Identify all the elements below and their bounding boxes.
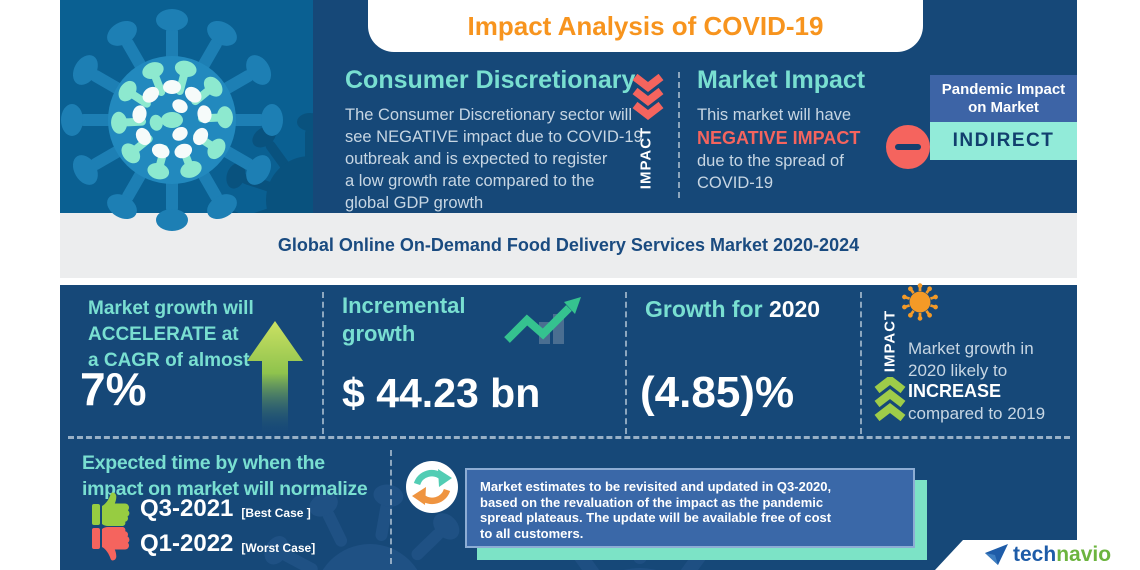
pandemic-impact-box: Pandemic Impact on Market	[930, 75, 1077, 122]
growth-2020-value: (4.85)%	[640, 368, 795, 417]
normalize-heading-line: impact on market will normalize	[82, 478, 368, 500]
divider	[860, 292, 862, 434]
divider	[625, 292, 627, 434]
market-impact-block: Market Impact This market will have NEGA…	[697, 66, 865, 194]
indirect-value-box: INDIRECT	[930, 122, 1077, 160]
sector-block: Consumer Discretionary The Consumer Disc…	[345, 66, 643, 214]
incremental-growth-block: Incremental growth	[342, 292, 466, 348]
note-line: based on the revaluation of the impact a…	[480, 494, 824, 510]
outlook-line: compared to 2019	[908, 403, 1046, 423]
virus-silhouette-icon	[264, 484, 460, 570]
impact-up-chevrons-icon	[874, 377, 906, 422]
market-impact-line: due to the spread of	[697, 152, 844, 170]
technavio-logo: tech navio	[985, 543, 1111, 567]
cagr-line: Market growth will	[88, 298, 254, 319]
cagr-line: a CAGR of almost	[88, 350, 250, 371]
virus-silhouette-icon	[226, 113, 313, 213]
growth-2020-year: 2020	[768, 296, 821, 322]
sector-body-line: The Consumer Discretionary sector will	[345, 106, 633, 124]
logo-text-navio: navio	[1056, 543, 1112, 566]
best-case-row: Q3-2021 [Best Case ]	[90, 492, 311, 526]
incremental-line: Incremental	[342, 293, 466, 318]
sector-body-line: global GDP growth	[345, 194, 484, 212]
normalize-heading: Expected time by when the impact on mark…	[82, 450, 368, 502]
worst-case-label: [Worst Case]	[241, 540, 316, 555]
impact-vertical-label: IMPACT	[881, 309, 899, 373]
cagr-block: Market growth will ACCELERATE at a CAGR …	[88, 296, 254, 374]
growth-up-arrow-icon	[247, 321, 303, 437]
outlook-line: 2020 likely to	[908, 360, 1008, 380]
title-band: Global Online On-Demand Food Delivery Se…	[60, 213, 1077, 278]
report-title: Global Online On-Demand Food Delivery Se…	[277, 235, 860, 255]
outlook-increase-text: INCREASE	[908, 381, 1002, 401]
sector-body-line: outbreak and is expected to register	[345, 150, 608, 168]
impact-down-chevrons-icon	[632, 74, 664, 121]
divider	[390, 450, 392, 564]
outlook-block: Market growth in 2020 likely to INCREASE…	[908, 338, 1045, 424]
logo-text-tech: tech	[1013, 543, 1057, 566]
covid-orange-icon	[902, 283, 938, 321]
thumbs-down-icon	[92, 527, 130, 561]
band-gap	[60, 278, 1077, 285]
growth-2020-prefix: Growth for	[645, 296, 769, 322]
market-impact-line: This market will have	[697, 106, 852, 124]
incremental-value: $ 44.23 bn	[342, 370, 541, 416]
outlook-line: Market growth in	[908, 339, 1034, 358]
update-note-box: Market estimates to be revisited and upd…	[465, 468, 915, 548]
sector-body-line: see NEGATIVE impact due to COVID-19	[345, 128, 643, 146]
technavio-arrow-icon	[985, 544, 1008, 565]
impact-vertical-label: IMPACT	[637, 126, 655, 190]
negative-minus-badge-icon	[886, 125, 930, 169]
cagr-value: 7%	[80, 363, 147, 415]
note-line: spread plateaus. The update will be avai…	[480, 510, 832, 525]
negative-impact-text: NEGATIVE IMPACT	[697, 128, 861, 148]
pandemic-impact-label: on Market	[968, 98, 1039, 116]
banner-title: Impact Analysis of COVID-19	[467, 10, 824, 41]
sector-heading: Consumer Discretionary	[345, 66, 636, 94]
trend-arrow-chart-icon	[504, 297, 581, 344]
banner: Impact Analysis of COVID-19	[368, 0, 923, 52]
sector-body-line: a low growth rate compared to the	[345, 172, 595, 190]
best-case-value: Q3-2021	[140, 495, 234, 522]
divider	[322, 292, 324, 434]
poster-content: Impact Analysis of COVID-19 Consumer Dis…	[60, 0, 1077, 570]
pandemic-impact-label: Pandemic Impact	[941, 80, 1066, 98]
divider	[68, 436, 1070, 439]
note-line: to all customers.	[480, 525, 584, 541]
worst-case-value: Q1-2022	[140, 530, 234, 557]
normalize-heading-line: Expected time by when the	[82, 452, 325, 474]
cagr-line: ACCELERATE at	[88, 324, 239, 345]
incremental-line: growth	[342, 321, 416, 346]
market-impact-heading: Market Impact	[697, 66, 866, 94]
coronavirus-illustration-icon	[61, 9, 283, 231]
update-refresh-icon	[406, 461, 458, 513]
market-impact-line: COVID-19	[697, 174, 774, 192]
thumbs-up-icon	[92, 492, 130, 526]
worst-case-row: Q1-2022 [Worst Case]	[90, 527, 315, 561]
best-case-label: [Best Case ]	[241, 505, 311, 520]
note-line: Market estimates to be revisited and upd…	[480, 479, 832, 494]
indirect-value: INDIRECT	[952, 130, 1055, 151]
growth-2020-heading: Growth for 2020	[645, 296, 820, 323]
divider	[678, 72, 680, 198]
